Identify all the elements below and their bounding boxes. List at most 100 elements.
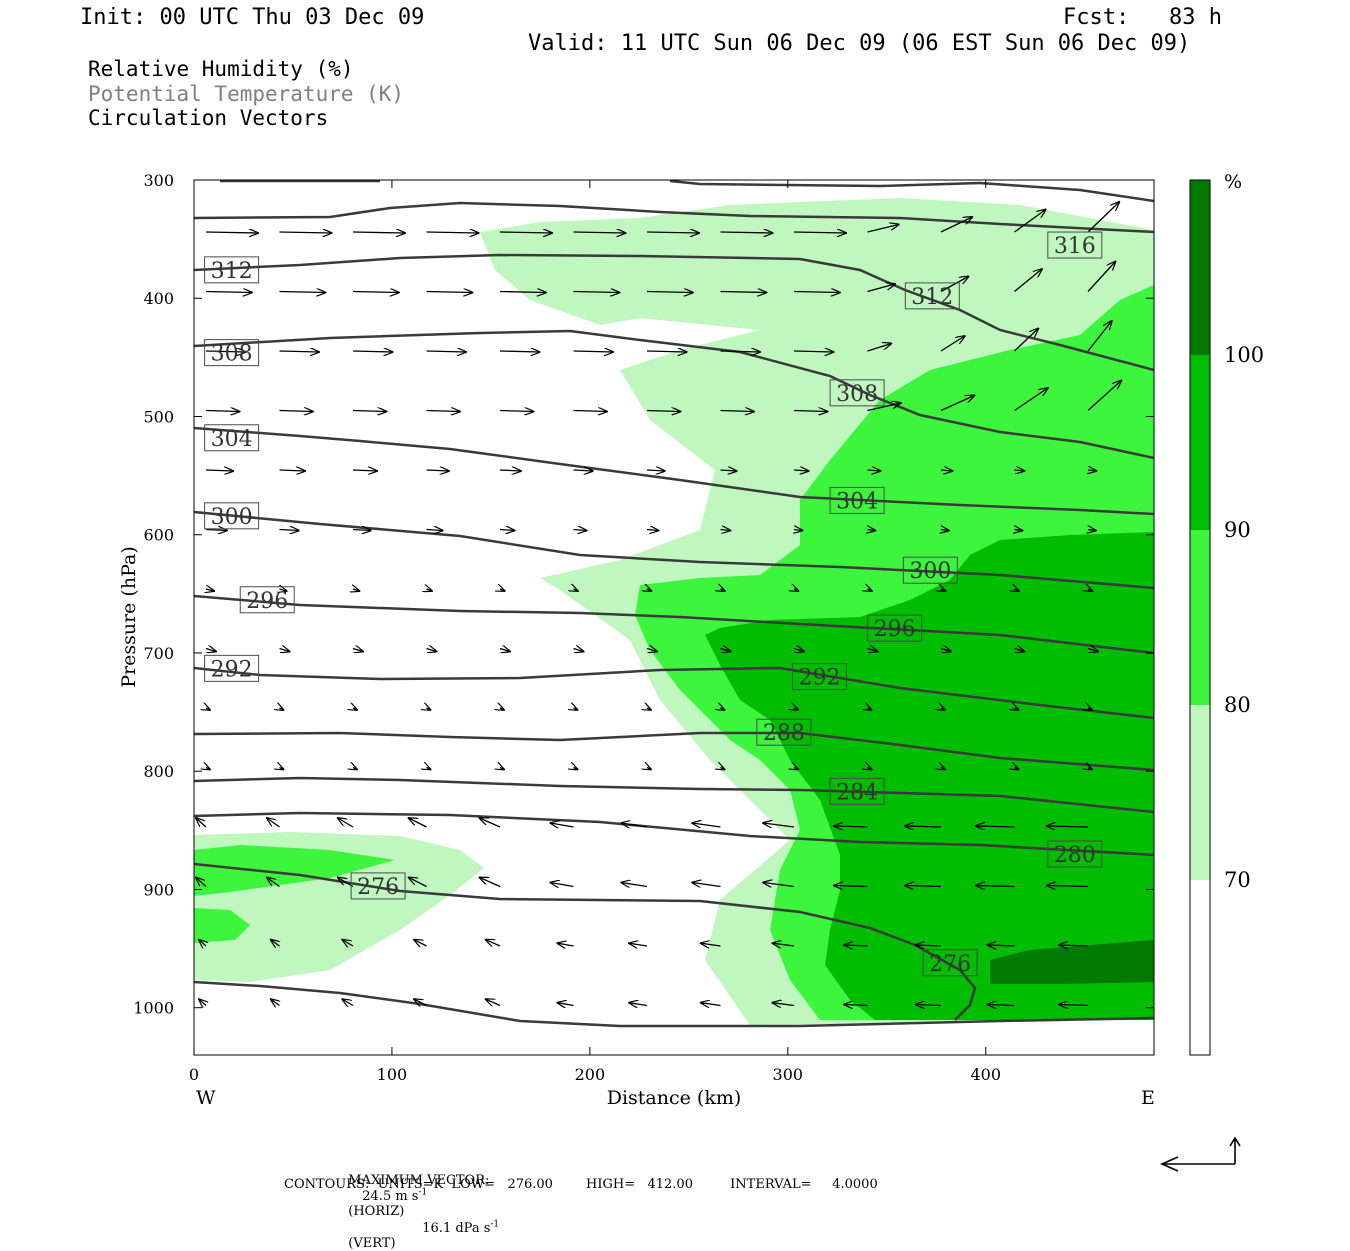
circulation-vector: [867, 344, 892, 352]
rh-80-90-region-west-b: [194, 908, 250, 943]
circulation-vector: [267, 818, 280, 828]
label-value: 300: [909, 559, 951, 584]
colorbar: % 100 90 80 70: [1189, 171, 1264, 1056]
circulation-vector: [1088, 530, 1096, 531]
circulation-vector: [573, 411, 607, 412]
valid-time: Valid: 11 UTC Sun 06 Dec 09 (06 EST Sun …: [528, 31, 1191, 56]
circulation-vector: [1059, 945, 1089, 946]
y-tick-label: 600: [143, 526, 174, 545]
x-axis: 0 100 200 300 400: [189, 180, 1001, 1084]
circulation-vector: [557, 943, 574, 946]
circulation-vector: [867, 284, 895, 293]
circulation-vector: [976, 886, 1015, 887]
circulation-vector: [427, 708, 431, 710]
horiz-tag: (HORIZ): [348, 1204, 405, 1220]
theta-contour-label: 316: [1047, 231, 1103, 259]
circulation-vector: [763, 823, 795, 827]
circulation-vector: [629, 1003, 648, 1006]
circulation-vector: [480, 818, 501, 828]
circulation-vector: [205, 530, 227, 531]
circulation-vector: [557, 1003, 574, 1006]
circulation-vector: [940, 470, 952, 471]
circulation-vector: [720, 530, 731, 531]
colorbar-below-70: [1190, 880, 1210, 1055]
theta-contour: [194, 666, 1154, 720]
circulation-vector: [793, 232, 846, 233]
circulation-vector: [486, 940, 501, 946]
y-tick-label: 900: [143, 880, 174, 899]
circulation-vector: [353, 768, 357, 770]
circulation-vector: [905, 826, 942, 827]
y-axis-title: Pressure (hPa): [118, 546, 140, 688]
circulation-vector: [499, 649, 510, 652]
label-box: [902, 556, 958, 584]
circulation-vector: [834, 826, 868, 827]
circulation-vector: [426, 232, 479, 233]
y-tick-label: 500: [143, 407, 174, 426]
circulation-vector: [844, 1005, 868, 1006]
circulation-vector: [867, 403, 901, 412]
theta-contour: [194, 201, 1154, 234]
circulation-vector: [794, 589, 798, 591]
y-tick-label: 800: [143, 762, 174, 781]
circulation-vector: [1047, 886, 1089, 887]
theta-contour: [194, 426, 1154, 516]
circulation-vector: [793, 411, 827, 412]
circulation-vector: [1015, 530, 1023, 531]
circulation-vector: [1087, 381, 1121, 411]
label-box: [904, 282, 960, 310]
circulation-vector: [1014, 210, 1046, 233]
circulation-vector: [206, 589, 214, 591]
circulation-vector: [721, 768, 725, 770]
circulation-vector: [987, 1005, 1015, 1006]
circulation-vector: [1088, 589, 1092, 591]
circulation-vector: [941, 768, 945, 770]
circulation-vector: [646, 649, 657, 652]
circulation-vector: [793, 292, 840, 293]
circulation-vector: [1014, 329, 1039, 352]
circulation-vector: [720, 411, 754, 412]
y-axis: 300 400 500 600 700 800 900 1000: [133, 171, 1154, 1018]
theta-contour-label: 300: [204, 502, 260, 530]
circulation-vector: [206, 708, 210, 710]
x-tick-label: 200: [575, 1065, 606, 1084]
circulation-vector: [551, 883, 574, 887]
circulation-vector: [1014, 649, 1025, 652]
circulation-vector: [486, 999, 501, 1005]
circulation-vector: [414, 999, 427, 1005]
circulation-vector: [480, 878, 501, 888]
x-tick-label: 0: [189, 1065, 199, 1084]
circulation-vector: [834, 886, 868, 887]
circulation-vector: [352, 649, 363, 652]
max-vector-label: MAXIMUM VECTOR:: [348, 1173, 490, 1188]
circulation-vector: [499, 292, 546, 293]
circulation-vector: [1088, 768, 1092, 770]
label-box: [1047, 231, 1103, 259]
circulation-vector: [271, 940, 280, 946]
circulation-vector: [1087, 202, 1119, 233]
label-box: [867, 614, 923, 642]
circulation-vector: [196, 878, 207, 887]
circulation-vector: [499, 351, 540, 352]
circulation-vector: [940, 277, 968, 293]
circulation-vector: [279, 351, 320, 352]
circulation-vector: [772, 943, 795, 946]
circulation-vector: [940, 649, 951, 652]
label-box: [350, 872, 406, 900]
circulation-vector: [720, 351, 761, 352]
circulation-vector: [720, 232, 773, 233]
circulation-vector: [867, 470, 881, 471]
circulation-vector: [940, 396, 974, 412]
circulation-vector: [279, 470, 305, 471]
circulation-vector: [352, 530, 371, 531]
label-value: 288: [763, 721, 805, 746]
label-box: [756, 718, 812, 746]
circulation-vector: [701, 1003, 721, 1006]
plot-frame: [193, 179, 1155, 1056]
circulation-vector: [271, 999, 280, 1005]
label-box: [239, 586, 295, 614]
circulation-vector: [701, 943, 721, 946]
circulation-vector: [794, 768, 798, 770]
circulation-vector: [353, 708, 357, 710]
theta-contour-label: 304: [829, 486, 885, 514]
